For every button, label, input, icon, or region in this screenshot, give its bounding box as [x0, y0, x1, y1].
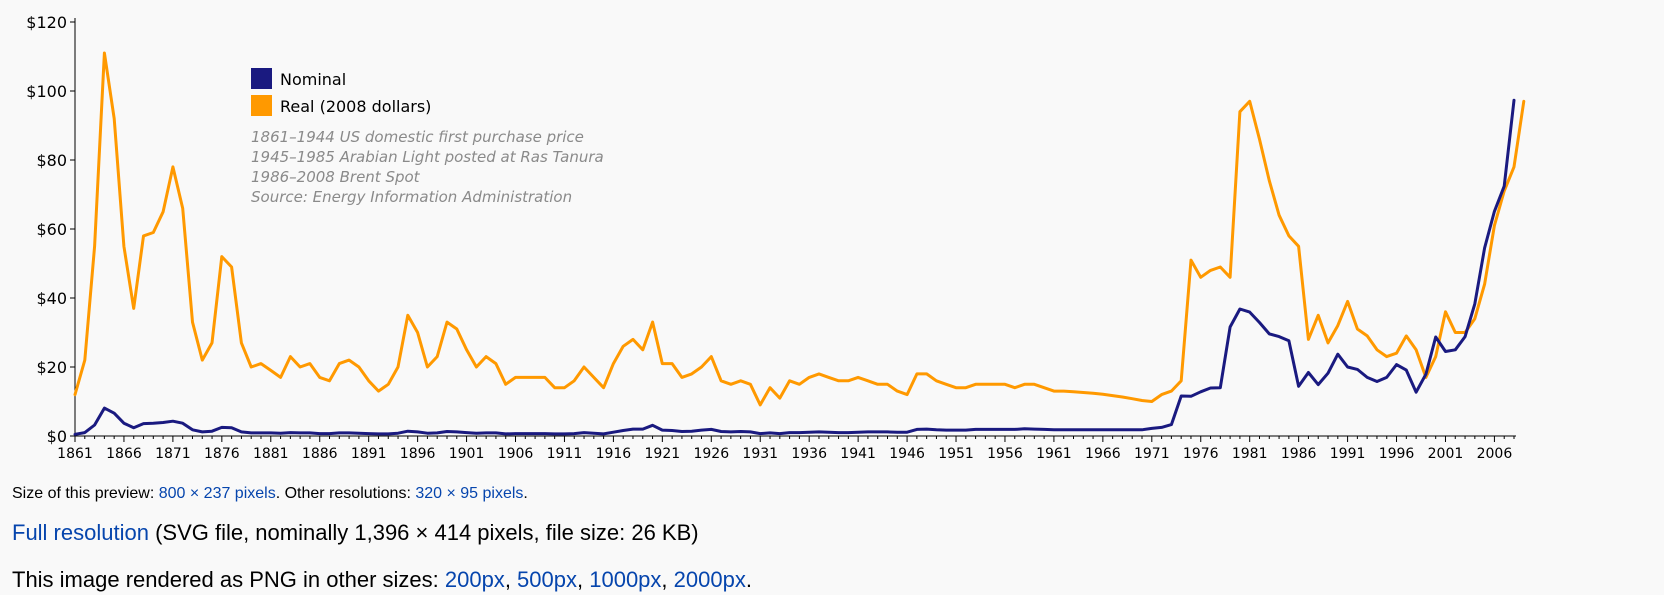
y-tick-label: $60: [36, 220, 67, 239]
legend-note: 1986–2008 Brent Spot: [251, 168, 421, 186]
x-tick-label: 1971: [1134, 446, 1170, 462]
x-tick-label: 1896: [400, 446, 436, 462]
chart-svg: $0$20$40$60$80$100$120 1861 1866 1871 1876 1…: [26, 13, 1526, 462]
full-resolution-link[interactable]: Full resolution: [12, 520, 149, 545]
preview-size-prefix: Size of this preview:: [12, 485, 159, 502]
x-tick-label: 1876: [204, 446, 240, 462]
x-tick-label: 1986: [1281, 446, 1317, 462]
legend-note: 1945–1985 Arabian Light posted at Ras Ta…: [251, 148, 604, 166]
y-axis: $0 $20 $40 $60 $80 $100 $120: [26, 13, 76, 446]
legend-note: Source: Energy Information Administratio…: [251, 188, 572, 206]
x-tick-label: 1861: [57, 446, 93, 462]
full-resolution-line: Full resolution (SVG file, nominally 1,3…: [12, 520, 699, 546]
y-tick-label: $120: [26, 13, 67, 32]
x-tick-label: 1926: [693, 446, 729, 462]
x-tick-label: 1961: [1036, 446, 1072, 462]
png-size-separator: ,: [504, 567, 518, 592]
preview-size-link[interactable]: 800 × 237 pixels: [158, 485, 276, 502]
png-sizes-line: This image rendered as PNG in other size…: [12, 567, 752, 593]
other-resolutions-suffix: .: [523, 485, 528, 502]
png-size-link-200px[interactable]: 200px: [444, 567, 505, 592]
x-tick-label: 1976: [1183, 446, 1219, 462]
x-tick-label: 1966: [1085, 446, 1121, 462]
series-layer: [73, 51, 1526, 436]
png-sizes-prefix: This image rendered as PNG in other size…: [12, 567, 445, 592]
y-tick-label: $80: [36, 151, 67, 170]
full-resolution-details: (SVG file, nominally 1,396 × 414 pixels,…: [148, 520, 699, 545]
other-resolution-link[interactable]: 320 × 95 pixels: [415, 485, 524, 502]
x-tick-label: 1901: [449, 446, 485, 462]
x-tick-label: 1981: [1232, 446, 1268, 462]
png-size-link-500px[interactable]: 500px: [517, 567, 577, 592]
oil-price-chart: $0 $20 $40 $60 $80 $100 $120 1861 1866 1871 1876 1…: [26, 13, 1526, 462]
legend-label: Nominal: [280, 70, 346, 89]
png-size-separator: ,: [577, 567, 590, 592]
other-resolutions-prefix: . Other resolutions:: [275, 485, 416, 502]
x-tick-label: 1936: [791, 446, 827, 462]
x-tick-label: 1881: [253, 446, 289, 462]
x-tick-label: 1886: [302, 446, 338, 462]
legend-note: 1861–1944 US domestic first purchase pri…: [251, 128, 584, 146]
x-tick-label: 1906: [498, 446, 534, 462]
y-tick-label: $100: [26, 82, 67, 101]
x-tick-label: 1946: [889, 446, 925, 462]
y-tick-label: $0: [47, 427, 67, 446]
png-sizes-list: 200px, 500px, 1000px, 2000px: [445, 567, 746, 592]
y-tick-label: $20: [36, 358, 67, 377]
legend: Nominal Real (2008 dollars) 1861–1944 US d…: [251, 68, 604, 206]
x-tick-label: 1871: [155, 446, 191, 462]
legend-label: Real (2008 dollars): [280, 97, 431, 116]
png-size-link-2000px[interactable]: 2000px: [673, 567, 746, 592]
x-tick-label: 1996: [1379, 446, 1415, 462]
x-tick-label: 1956: [987, 446, 1023, 462]
y-tick-label: $40: [36, 289, 67, 308]
png-size-separator: ,: [661, 567, 674, 592]
x-tick-label: 1951: [938, 446, 974, 462]
preview-size-line: Size of this preview: 800 × 237 pixels. …: [12, 485, 528, 503]
x-tick-label: 2006: [1477, 446, 1513, 462]
x-tick-label: 1866: [106, 446, 142, 462]
x-tick-label: 1921: [645, 446, 681, 462]
series-line-nominal: [73, 98, 1516, 436]
series-line-real: [73, 51, 1526, 407]
x-tick-label: 1916: [596, 446, 632, 462]
legend-swatch: [251, 95, 272, 116]
x-tick-label: 1891: [351, 446, 387, 462]
x-tick-label: 2001: [1428, 446, 1464, 462]
x-tick-label: 1931: [742, 446, 778, 462]
legend-swatch: [251, 68, 272, 89]
x-tick-label: 1911: [547, 446, 583, 462]
x-axis: 1861 1866 1871 1876 1881 1886 1891 1896 1901 1906…: [57, 435, 1516, 462]
png-size-link-1000px[interactable]: 1000px: [589, 567, 662, 592]
x-tick-label: 1941: [840, 446, 876, 462]
png-sizes-suffix: .: [745, 567, 752, 592]
x-tick-label: 1991: [1330, 446, 1366, 462]
